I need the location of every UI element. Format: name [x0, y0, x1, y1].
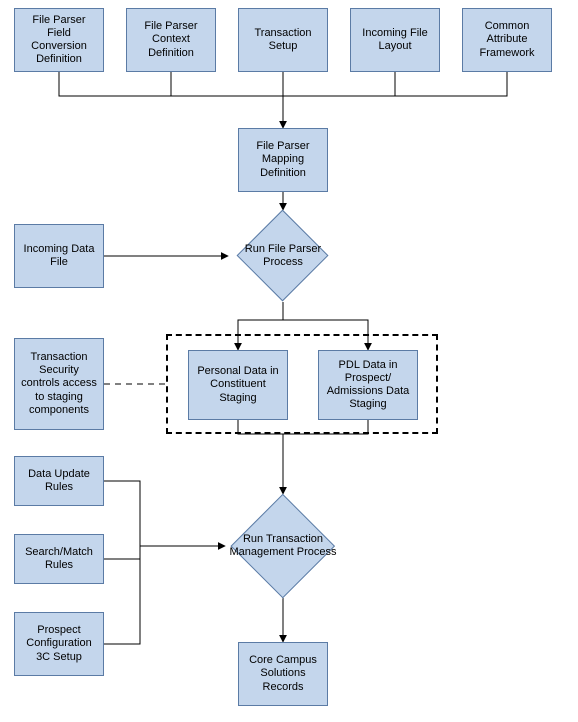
node-n_search_match: Search/Match Rules: [14, 534, 104, 584]
node-d_run_txmgmt: Run Transaction Management Process: [225, 494, 341, 598]
node-n_data_update: Data Update Rules: [14, 456, 104, 506]
edge: [283, 72, 395, 96]
node-n_core_campus: Core Campus Solutions Records: [238, 642, 328, 706]
node-n_personal_staging: Personal Data in Constituent Staging: [188, 350, 288, 420]
node-n_field_conv: File Parser Field Conversion Definition: [14, 8, 104, 72]
node-d_run_parser: Run File Parser Process: [228, 210, 338, 302]
edge: [104, 481, 140, 546]
node-n_tx_setup: Transaction Setup: [238, 8, 328, 72]
edge: [283, 72, 507, 96]
flowchart-canvas: File Parser Field Conversion Definition F…: [0, 0, 578, 722]
node-n_pdl_staging: PDL Data in Prospect/ Admissions Data St…: [318, 350, 418, 420]
edge: [171, 72, 283, 96]
node-n_common_attr: Common Attribute Framework: [462, 8, 552, 72]
node-n_mapping: File Parser Mapping Definition: [238, 128, 328, 192]
edge: [104, 546, 140, 644]
node-n_incoming_layout: Incoming File Layout: [350, 8, 440, 72]
node-n_prospect_3c: Prospect Configuration 3C Setup: [14, 612, 104, 676]
node-n_context: File Parser Context Definition: [126, 8, 216, 72]
edge: [59, 72, 283, 96]
node-n_incoming_data: Incoming Data File: [14, 224, 104, 288]
node-n_tx_security: Transaction Security controls access to …: [14, 338, 104, 430]
